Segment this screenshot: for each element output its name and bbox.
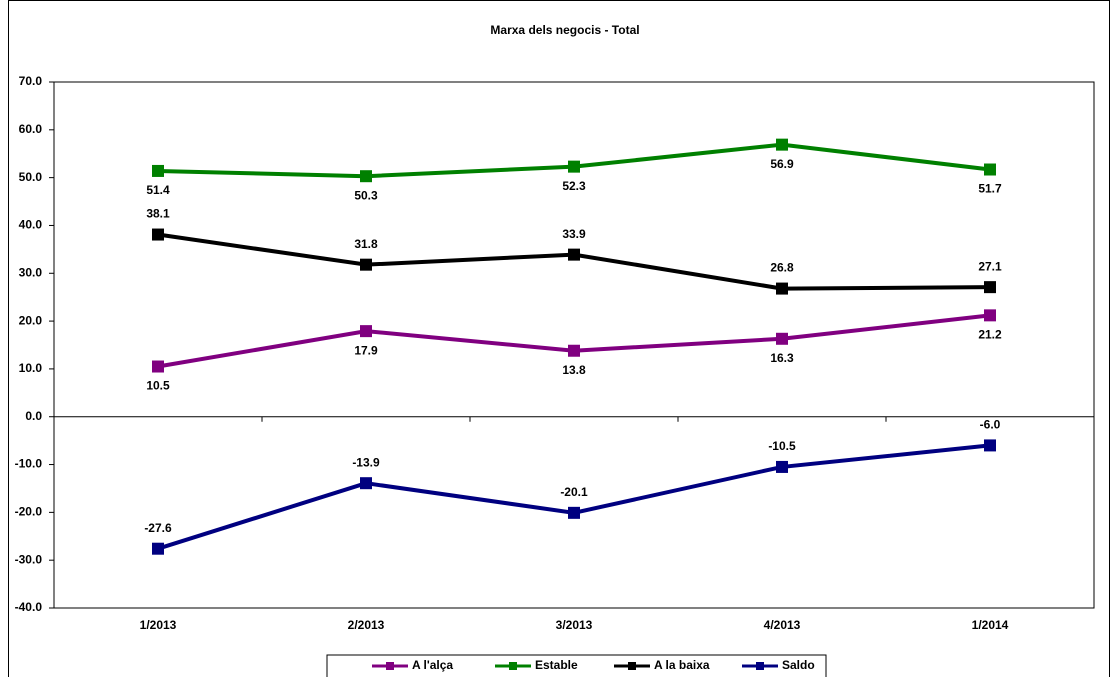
- marker: [776, 282, 788, 295]
- y-tick-label: 50.0: [19, 170, 43, 184]
- data-label: 38.1: [146, 207, 170, 221]
- marker: [360, 477, 372, 490]
- marker: [984, 309, 996, 322]
- marker: [984, 281, 996, 294]
- y-tick-label: 60.0: [19, 122, 43, 136]
- marker: [568, 344, 580, 357]
- x-tick-label: 1/2013: [140, 618, 177, 632]
- data-label: 50.3: [354, 188, 378, 202]
- data-label: 52.3: [562, 179, 586, 193]
- y-tick-label: -20.0: [15, 505, 43, 519]
- data-label: -10.5: [768, 439, 796, 453]
- x-tick-label: 3/2013: [556, 618, 593, 632]
- legend-label: A l'alça: [412, 658, 453, 672]
- marker: [776, 138, 788, 151]
- data-label: -6.0: [980, 418, 1001, 432]
- legend-marker: [509, 662, 517, 670]
- data-label: -20.1: [560, 485, 588, 499]
- x-tick-label: 1/2014: [972, 618, 1009, 632]
- data-label: 16.3: [770, 351, 794, 365]
- data-label: 13.8: [562, 363, 586, 377]
- y-tick-label: 30.0: [19, 265, 43, 279]
- chart-border: [8, 0, 1110, 681]
- marker: [776, 460, 788, 473]
- marker: [152, 360, 164, 373]
- data-label: -27.6: [144, 521, 172, 535]
- data-label: 21.2: [978, 328, 1002, 342]
- marker: [568, 248, 580, 261]
- legend-marker: [628, 662, 636, 670]
- data-label: 27.1: [978, 259, 1002, 273]
- y-tick-label: 70.0: [19, 74, 43, 88]
- marker: [152, 164, 164, 177]
- chart-title: Marxa dels negocis - Total: [490, 23, 639, 37]
- marker: [360, 325, 372, 338]
- data-label: 17.9: [354, 343, 378, 357]
- y-tick-label: -10.0: [15, 457, 43, 471]
- y-tick-label: 0.0: [25, 409, 42, 423]
- data-label: 31.8: [354, 237, 378, 251]
- data-label: 26.8: [770, 261, 794, 275]
- plot-area: [53, 81, 1095, 609]
- data-label: 33.9: [562, 227, 586, 241]
- marker: [568, 506, 580, 519]
- legend-label: Estable: [535, 658, 578, 672]
- data-label: 10.5: [146, 379, 170, 393]
- marker: [776, 332, 788, 345]
- marker: [152, 228, 164, 241]
- data-label: -13.9: [352, 455, 380, 469]
- marker: [984, 163, 996, 176]
- y-tick-label: 10.0: [19, 361, 43, 375]
- legend-marker: [756, 662, 764, 670]
- data-label: 51.4: [146, 183, 170, 197]
- marker: [360, 258, 372, 271]
- marker: [152, 542, 164, 555]
- legend-label: A la baixa: [654, 658, 710, 672]
- x-tick-label: 4/2013: [764, 618, 801, 632]
- y-tick-label: -40.0: [15, 600, 43, 614]
- legend-marker: [386, 662, 394, 670]
- legend-label: Saldo: [782, 658, 815, 672]
- y-tick-label: 20.0: [19, 313, 43, 327]
- marker: [568, 160, 580, 173]
- marker: [360, 170, 372, 183]
- marker: [984, 439, 996, 452]
- y-tick-label: -30.0: [15, 552, 43, 566]
- data-label: 51.7: [978, 182, 1002, 196]
- x-tick-label: 2/2013: [348, 618, 385, 632]
- data-label: 56.9: [770, 157, 794, 171]
- y-tick-label: 40.0: [19, 218, 43, 232]
